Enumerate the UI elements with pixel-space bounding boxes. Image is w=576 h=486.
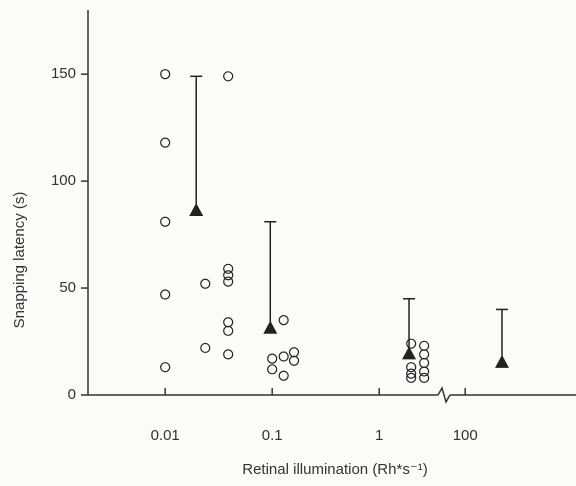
- data-point: [288, 347, 300, 358]
- data-point: [406, 372, 417, 383]
- data-point: [419, 372, 430, 383]
- y-tick-label: 50: [59, 279, 76, 296]
- y-tick-label: 0: [68, 386, 76, 403]
- data-point: [406, 362, 417, 373]
- data-point: [223, 276, 234, 287]
- data-point: [267, 353, 278, 364]
- data-point: [419, 366, 430, 377]
- data-point: [419, 340, 430, 351]
- x-tick-label: 100: [453, 427, 478, 444]
- data-point: [160, 69, 171, 80]
- y-axis-label: Snapping latency (s): [11, 192, 28, 329]
- data-point: [160, 362, 171, 373]
- data-point: [223, 263, 234, 274]
- data-point: [160, 289, 171, 300]
- data-point: [160, 137, 171, 148]
- x-axis-label: Retinal illumination (Rh*s⁻¹): [242, 461, 427, 478]
- y-tick-label: 100: [51, 172, 76, 189]
- data-point: [223, 317, 234, 328]
- data-point: [278, 351, 289, 362]
- data-point: [419, 349, 430, 360]
- data-point: [419, 357, 430, 369]
- axis-break: [437, 386, 451, 404]
- mean-marker: [494, 354, 509, 368]
- data-point: [406, 368, 417, 379]
- mean-marker: [189, 203, 204, 217]
- mean-marker: [402, 346, 417, 360]
- data-point: [406, 338, 417, 349]
- data-point: [200, 342, 211, 354]
- data-point: [223, 270, 234, 281]
- data-point: [278, 315, 289, 326]
- data-point: [223, 349, 234, 360]
- y-tick-label: 150: [51, 65, 76, 82]
- x-tick-label: 0.1: [262, 427, 283, 444]
- data-point: [200, 278, 211, 289]
- data-point: [278, 370, 289, 381]
- x-tick-label: 0.01: [151, 427, 180, 444]
- data-point: [223, 71, 234, 82]
- x-tick-label: 1: [375, 427, 383, 444]
- data-point: [223, 325, 234, 336]
- data-point: [267, 364, 278, 375]
- data-point: [160, 216, 171, 227]
- mean-marker: [263, 320, 278, 334]
- data-point: [288, 355, 300, 366]
